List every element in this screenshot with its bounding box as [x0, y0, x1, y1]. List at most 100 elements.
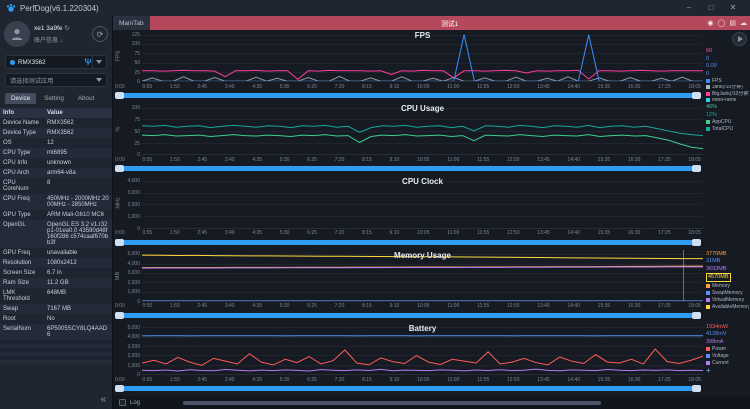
legend-item[interactable]: Current	[706, 360, 749, 366]
x-tick-label: 0:00	[115, 376, 125, 383]
main-tab[interactable]: MainTab	[113, 16, 150, 30]
grid-line	[142, 327, 703, 329]
horizontal-scrollbar[interactable]	[154, 400, 734, 406]
legend-item[interactable]: Voltage	[706, 353, 749, 359]
app-select[interactable]: 请选择测试应用	[5, 73, 107, 87]
y-tick-label: 5,000	[127, 251, 140, 258]
x-tick-label: 0:00	[115, 156, 125, 163]
table-row: OpenGL OpenGL ES 3.2 v1.r32p1-01ea0.0 435…	[0, 220, 112, 248]
refresh-icon[interactable]: ↻	[64, 25, 70, 32]
scrollbar-handle-right[interactable]	[692, 238, 701, 246]
x-tick-label: 13:45	[537, 156, 550, 163]
legend-swatch	[706, 290, 710, 295]
legend-item[interactable]: Jank(/10分钟)	[706, 85, 749, 90]
legend-item[interactable]: AppCPU	[706, 119, 749, 125]
readout-value: 1934mW	[706, 323, 729, 330]
scrollbar-handle-left[interactable]	[115, 238, 124, 246]
tab-setting[interactable]: Setting	[44, 95, 64, 102]
x-tick-label: 5:30	[279, 303, 290, 310]
table-row	[0, 344, 112, 348]
row-label: CPU Type	[3, 150, 31, 156]
tab-device[interactable]: Device	[5, 93, 37, 104]
legend-item[interactable]: SwapMemory	[706, 290, 749, 296]
chart-scrollbar-cpu-clock[interactable]	[115, 238, 701, 246]
grid-line	[142, 291, 703, 293]
x-tick-label: 11:55	[477, 156, 490, 163]
x-tick-label: 0:55	[142, 376, 153, 383]
x-tick-label: 15:35	[597, 156, 611, 163]
chart-sidebar-fps: 60 0 0.00 0 FPS Jank(/10分钟) BigJank(/10分钟) Inte…	[703, 30, 750, 103]
scrollbar-handle-left[interactable]	[115, 165, 124, 173]
legend-swatch	[706, 347, 710, 352]
x-tick-label: 6:25	[307, 376, 317, 383]
device-select-caret-box[interactable]	[92, 56, 102, 68]
x-tick-label: 4:35	[252, 83, 262, 90]
y-tick-label: 100	[131, 41, 140, 48]
series-line-available-memory	[142, 255, 703, 259]
legend-item[interactable]: TotalCPU	[706, 126, 749, 132]
play-button[interactable]	[732, 32, 747, 47]
chart-scrollbar-fps[interactable]	[115, 92, 701, 100]
x-tick-label: 7:20	[334, 376, 345, 383]
scrollbar-thumb[interactable]	[183, 400, 601, 405]
tab-about[interactable]: About	[77, 95, 95, 102]
legend-item[interactable]: FPS	[706, 78, 749, 84]
user-card: xe1 3a9fe ↻ 账户信息 ↓ ⟳	[0, 16, 112, 51]
maximize-button[interactable]: □	[708, 3, 714, 12]
active-test-tab[interactable]: 测试1 ◉ ◯ ▤ ☁	[149, 16, 750, 30]
x-tick-label: 14:40	[567, 230, 580, 237]
chart-scrollbar-memory-usage[interactable]	[115, 311, 701, 319]
scrollbar-handle-right[interactable]	[692, 385, 701, 393]
unit-label-cpu-clock: MHz	[113, 176, 124, 228]
collapse-sidebar-button[interactable]: «	[100, 394, 106, 405]
x-tick-label: 12:50	[506, 230, 520, 237]
chart-scrollbar-cpu-usage[interactable]	[115, 165, 701, 173]
y-tick-label: 100	[131, 104, 140, 111]
readout-value: 4128mV	[706, 331, 727, 338]
legend-item[interactable]: VirtualMemory	[706, 297, 749, 303]
x-tick-label: 3:40	[224, 83, 235, 90]
readout-value: 0	[706, 55, 710, 62]
circle-icon[interactable]: ◯	[717, 20, 726, 27]
scrollbar-handle-right[interactable]	[692, 165, 701, 173]
legend-label: Memory	[712, 282, 731, 289]
x-tick-label: 4:35	[252, 376, 262, 383]
legend-item[interactable]: Memory	[706, 283, 749, 289]
series-line-current	[142, 369, 703, 371]
legend-item[interactable]: AvailableMemory	[706, 304, 749, 310]
unit-text: MHz	[115, 196, 122, 209]
x-tick-label: 2:45	[197, 303, 208, 310]
x-tick-label: 14:40	[567, 156, 580, 163]
log-checkbox[interactable]	[119, 399, 126, 406]
x-tick-label: 2:45	[197, 230, 208, 237]
legend-item[interactable]: BigJank(/10分钟)	[706, 91, 749, 97]
scrollbar-handle-left[interactable]	[115, 92, 124, 100]
close-button[interactable]: ✕	[729, 3, 737, 12]
device-select[interactable]: RMX3562	[5, 55, 107, 69]
x-tick-label: 6:25	[307, 156, 317, 163]
grid-line	[142, 364, 703, 366]
x-tick-label: 0:55	[142, 303, 153, 310]
x-tick-label: 15:35	[597, 303, 611, 310]
x-tick-label: 11:55	[477, 303, 490, 310]
tabstrip: MainTab 测试1 ◉ ◯ ▤ ☁	[113, 16, 750, 30]
legend-label: Current	[712, 360, 729, 367]
scrollbar-handle-right[interactable]	[692, 92, 701, 100]
record-circle-icon[interactable]: ◉	[707, 20, 714, 27]
x-tick-label: 8:15	[362, 156, 372, 163]
account-info-link[interactable]: 账户信息	[34, 38, 59, 44]
sync-button[interactable]: ⟳	[92, 26, 108, 42]
scrollbar-handle-left[interactable]	[115, 385, 124, 393]
scrollbar-handle-right[interactable]	[692, 311, 701, 319]
cloud-icon[interactable]: ☁	[740, 20, 747, 27]
legend-item[interactable]: Power	[706, 346, 749, 352]
minimize-button[interactable]: –	[686, 3, 692, 12]
unit-text: %	[115, 126, 122, 132]
y-tick-label: 25	[134, 69, 140, 76]
chart-scrollbar-battery[interactable]	[115, 385, 701, 393]
row-label: Screen Size	[3, 270, 36, 276]
legend-item[interactable]: InterFrame	[706, 98, 749, 103]
folder-icon[interactable]: ▤	[729, 20, 736, 27]
x-tick-label: 4:35	[252, 230, 262, 237]
scrollbar-handle-left[interactable]	[115, 311, 124, 319]
